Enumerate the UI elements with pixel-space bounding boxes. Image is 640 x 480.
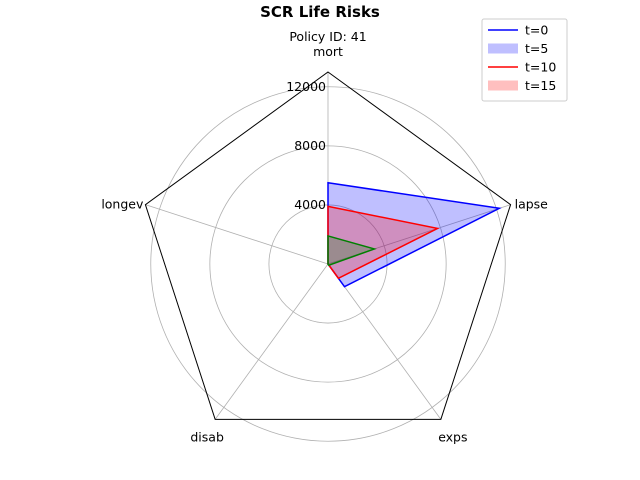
axis-label-disab: disab: [190, 429, 224, 444]
series-unlabeled-4-line: [327, 234, 377, 267]
radial-tick-label: 12000: [286, 79, 326, 94]
legend: t=0 t=5 t=10 t=15: [481, 18, 568, 102]
spoke-exps: [327, 263, 442, 420]
spoke-longev: [145, 204, 329, 265]
legend-box: [481, 18, 568, 102]
series-t-15-area: [328, 206, 438, 279]
spoke-disab: [214, 263, 329, 420]
legend-swatch-t-15: [488, 80, 518, 91]
radar-labels: 4000 8000 12000 mort lapse exps disab longev: [101, 44, 548, 444]
legend-label-t-15: t=15: [525, 78, 556, 93]
legend-label-t-5: t=5: [525, 41, 548, 56]
radial-tick-label: 4000: [294, 197, 326, 212]
series-t-5-area: [328, 182, 500, 287]
radar-frame: [144, 71, 512, 420]
legend-label-t-0: t=0: [525, 23, 548, 38]
axis-label-mort: mort: [313, 44, 343, 59]
legend-label-t-10: t=10: [525, 60, 556, 75]
radial-tick-label: 8000: [294, 138, 326, 153]
legend-swatch-t-5: [488, 43, 518, 54]
axis-label-longev: longev: [101, 197, 144, 212]
axis-label-lapse: lapse: [515, 197, 549, 212]
radar-series: [327, 181, 502, 288]
chart-title: SCR Life Risks: [260, 3, 380, 21]
chart-subtitle: Policy ID: 41: [289, 29, 366, 44]
axis-label-exps: exps: [438, 429, 467, 444]
